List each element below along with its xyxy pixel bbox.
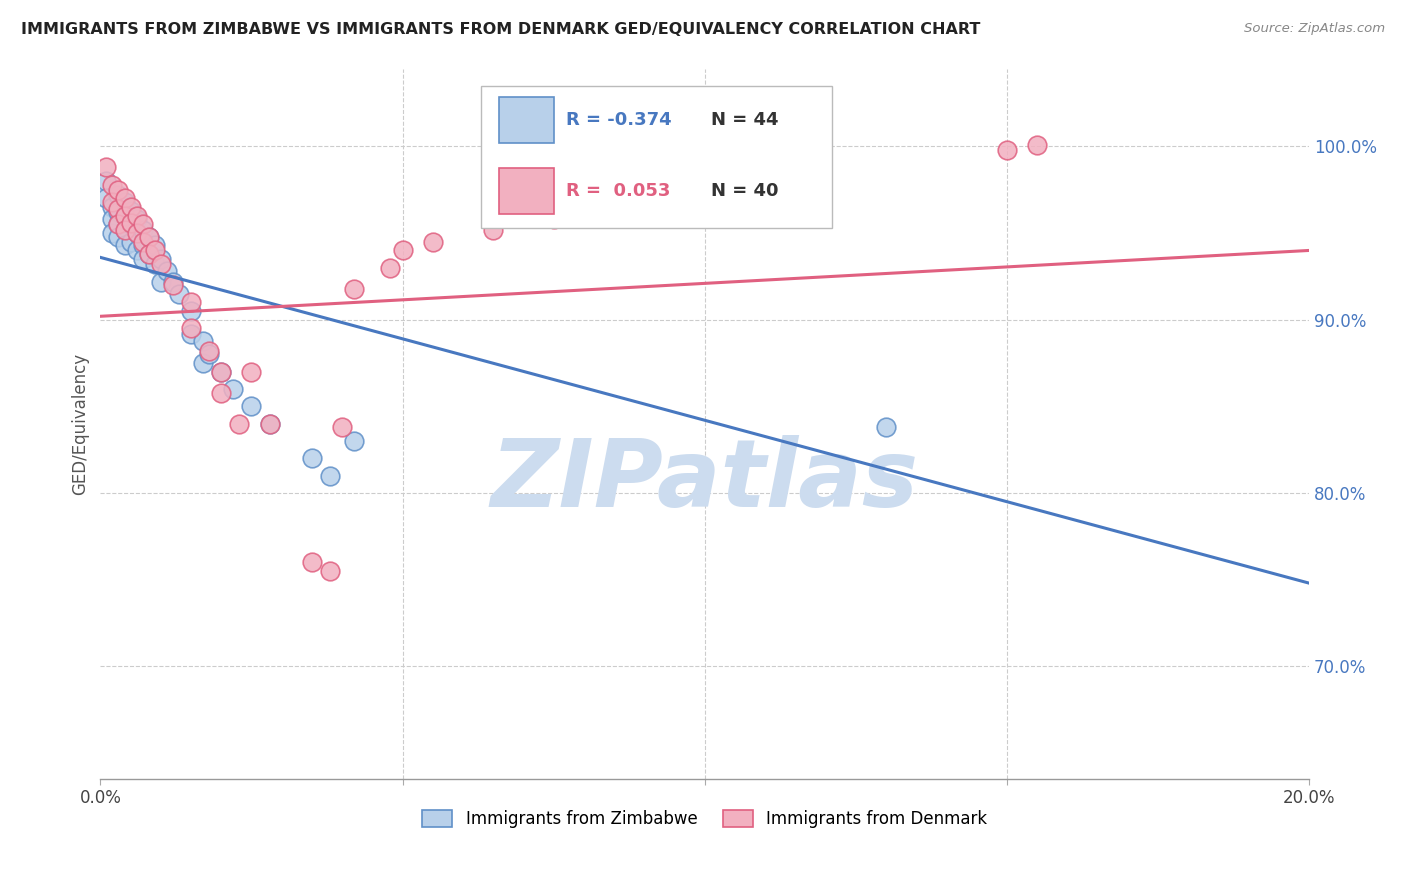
Point <box>131 252 153 266</box>
Point <box>125 209 148 223</box>
Point <box>107 188 129 202</box>
Point <box>120 218 142 232</box>
Point <box>101 200 124 214</box>
Point <box>1026 137 1049 152</box>
Point <box>101 178 124 192</box>
Point <box>107 205 129 219</box>
Text: R = -0.374: R = -0.374 <box>565 111 671 128</box>
Point <box>101 212 124 227</box>
Point <box>209 385 232 400</box>
Point <box>131 235 153 249</box>
Point <box>162 275 184 289</box>
Point <box>114 209 136 223</box>
Point <box>131 218 153 232</box>
Point <box>330 420 353 434</box>
Point <box>138 247 160 261</box>
Point <box>301 451 323 466</box>
Point <box>319 468 342 483</box>
Point <box>191 334 214 348</box>
Point <box>101 226 124 240</box>
FancyBboxPatch shape <box>481 87 831 228</box>
Point <box>120 216 142 230</box>
Point <box>180 326 202 341</box>
Point <box>138 247 160 261</box>
Point <box>107 218 129 232</box>
Point <box>240 400 263 414</box>
Point <box>131 238 153 252</box>
FancyBboxPatch shape <box>499 168 554 214</box>
Point <box>319 564 342 578</box>
Point <box>96 161 118 175</box>
Point <box>125 244 148 258</box>
Point <box>114 222 136 236</box>
Point <box>301 555 323 569</box>
Point <box>198 347 221 361</box>
Point <box>114 222 136 236</box>
Point <box>222 382 245 396</box>
Point <box>143 238 166 252</box>
Point <box>875 420 897 434</box>
Legend: Immigrants from Zimbabwe, Immigrants from Denmark: Immigrants from Zimbabwe, Immigrants fro… <box>416 803 994 835</box>
Point <box>107 229 129 244</box>
Point <box>120 203 142 218</box>
Point <box>209 365 232 379</box>
Point <box>114 209 136 223</box>
Point <box>209 365 232 379</box>
Point <box>114 238 136 252</box>
Point <box>180 295 202 310</box>
Point <box>259 417 281 431</box>
Point <box>143 244 166 258</box>
Point <box>101 194 124 209</box>
Point <box>138 229 160 244</box>
Point <box>107 202 129 216</box>
Point <box>180 304 202 318</box>
Point <box>995 143 1018 157</box>
Point <box>162 278 184 293</box>
Point <box>114 192 136 206</box>
Point <box>138 229 160 244</box>
Point <box>125 212 148 227</box>
Text: N = 44: N = 44 <box>711 111 779 128</box>
Point <box>543 212 565 227</box>
Point <box>125 226 148 240</box>
Point <box>482 222 505 236</box>
Text: R =  0.053: R = 0.053 <box>565 182 671 200</box>
Point <box>149 257 172 271</box>
Point <box>228 417 250 431</box>
Point <box>125 226 148 240</box>
Point <box>603 205 626 219</box>
Point <box>107 183 129 197</box>
FancyBboxPatch shape <box>499 97 554 143</box>
Point <box>259 417 281 431</box>
Point <box>156 264 179 278</box>
Point <box>422 235 444 249</box>
Point <box>120 235 142 249</box>
Y-axis label: GED/Equivalency: GED/Equivalency <box>72 352 89 495</box>
Point <box>343 282 366 296</box>
Point <box>180 321 202 335</box>
Point <box>107 218 129 232</box>
Point <box>120 200 142 214</box>
Point <box>191 356 214 370</box>
Point <box>131 222 153 236</box>
Point <box>96 192 118 206</box>
Text: IMMIGRANTS FROM ZIMBABWE VS IMMIGRANTS FROM DENMARK GED/EQUIVALENCY CORRELATION : IMMIGRANTS FROM ZIMBABWE VS IMMIGRANTS F… <box>21 22 980 37</box>
Point <box>149 275 172 289</box>
Point <box>343 434 366 448</box>
Point <box>391 244 413 258</box>
Text: Source: ZipAtlas.com: Source: ZipAtlas.com <box>1244 22 1385 36</box>
Point <box>167 286 190 301</box>
Text: ZIPatlas: ZIPatlas <box>491 434 918 526</box>
Point <box>96 174 118 188</box>
Text: N = 40: N = 40 <box>711 182 779 200</box>
Point <box>149 252 172 266</box>
Point <box>114 194 136 209</box>
Point <box>240 365 263 379</box>
Point <box>143 257 166 271</box>
Point <box>380 260 402 275</box>
Point <box>198 343 221 358</box>
